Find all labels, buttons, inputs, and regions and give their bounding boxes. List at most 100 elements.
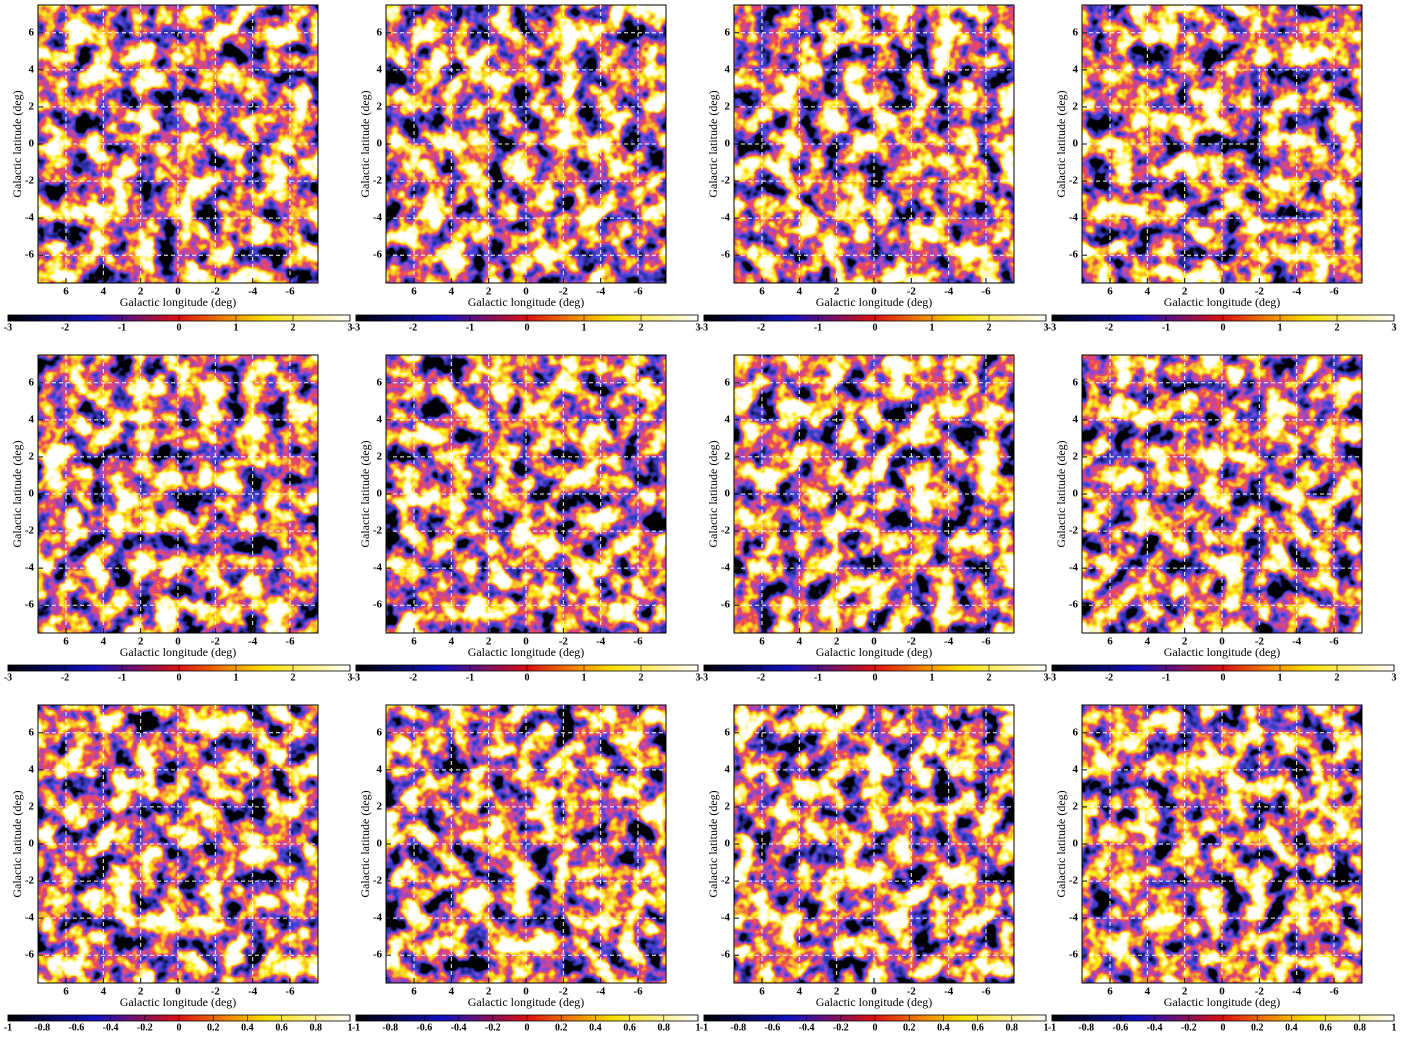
y-tick-label: -2 — [25, 525, 35, 537]
x-tick-label: -4 — [944, 286, 954, 298]
y-tick-label: -6 — [1069, 949, 1079, 961]
y-tick-label: -2 — [721, 175, 731, 187]
y-axis-label: Galactic latitude (deg) — [10, 440, 24, 547]
colorbar-tick-label: 3 — [1392, 672, 1397, 683]
y-tick-label: -2 — [1069, 875, 1079, 887]
x-tick-label: -6 — [981, 636, 991, 648]
colorbar-tick-label: 1 — [930, 322, 935, 333]
y-tick-label: 0 — [1073, 138, 1079, 150]
y-axis-label: Galactic latitude (deg) — [706, 440, 720, 547]
y-tick-label: -2 — [373, 525, 383, 537]
y-tick-label: 2 — [1073, 450, 1079, 462]
colorbar-tick-label: -2 — [1105, 322, 1113, 333]
colorbar-tick-label: -1 — [118, 322, 126, 333]
y-tick-label: 6 — [1073, 376, 1079, 388]
y-axis-label: Galactic latitude (deg) — [1054, 790, 1068, 897]
colorbar-tick-label: 0 — [525, 1022, 530, 1033]
colorbar-tick-label: -1 — [118, 672, 126, 683]
colorbar-tick-label: -0.6 — [1112, 1022, 1128, 1033]
y-tick-label: -4 — [25, 212, 35, 224]
colorbar-tick-label: 0.4 — [937, 1022, 950, 1033]
x-tick-label: 0 — [523, 986, 529, 998]
colorbar-tick-label: 3 — [1044, 322, 1049, 333]
colorbar-tick-label: 0.8 — [658, 1022, 671, 1033]
x-tick-label: -4 — [248, 636, 258, 648]
y-tick-label: -6 — [721, 949, 731, 961]
y-axis-label: Galactic latitude (deg) — [1054, 90, 1068, 197]
colorbar-tick-label: -1 — [700, 1022, 708, 1033]
y-tick-label: 4 — [725, 763, 731, 775]
y-tick-label: -4 — [721, 912, 731, 924]
colorbar-tick-label: 1 — [1392, 1022, 1397, 1033]
colorbar-tick-label: 0.6 — [275, 1022, 288, 1033]
colorbar-tick-label: -1 — [1162, 322, 1170, 333]
colorbar-tick-label: -0.2 — [833, 1022, 849, 1033]
x-tick-label: 6 — [63, 636, 69, 648]
x-tick-label: 2 — [1182, 986, 1188, 998]
colorbar-tick-label: 2 — [291, 322, 296, 333]
panel: 6 4 2 0 -2 -4 -6 -6 -4 -2 0 2 4 6 Galactic longitude (… — [4, 354, 353, 683]
y-tick-label: 4 — [1073, 63, 1079, 75]
x-axis-label: Galactic longitude (deg) — [468, 645, 585, 659]
colorbar-tick-label: 3 — [348, 672, 353, 683]
y-tick-label: 6 — [29, 376, 35, 388]
x-tick-label: 2 — [138, 986, 144, 998]
y-tick-label: -2 — [721, 875, 731, 887]
y-tick-label: 2 — [29, 450, 35, 462]
colorbar-tick-label: 0.2 — [1251, 1022, 1264, 1033]
x-tick-label: -6 — [285, 286, 295, 298]
colorbar-tick-label: 3 — [696, 672, 701, 683]
x-tick-label: 6 — [759, 986, 765, 998]
y-tick-label: 4 — [1073, 413, 1079, 425]
colorbar-tick-label: -2 — [757, 322, 765, 333]
x-tick-label: 4 — [1145, 286, 1151, 298]
y-tick-label: 2 — [1073, 100, 1079, 112]
x-tick-label: 0 — [523, 636, 529, 648]
x-tick-label: 2 — [834, 986, 840, 998]
y-tick-label: 6 — [29, 726, 35, 738]
y-tick-label: 4 — [377, 763, 383, 775]
x-tick-label: -2 — [907, 986, 917, 998]
colorbar-tick-label: -2 — [757, 672, 765, 683]
colorbar-tick-label: -3 — [700, 672, 708, 683]
x-tick-label: 4 — [1145, 986, 1151, 998]
colorbar-tick-label: 0 — [873, 1022, 878, 1033]
x-tick-label: 6 — [1107, 286, 1113, 298]
x-tick-label: 6 — [1107, 986, 1113, 998]
x-tick-label: -6 — [981, 286, 991, 298]
y-tick-label: 0 — [29, 488, 35, 500]
x-axis-label: Galactic longitude (deg) — [468, 295, 585, 309]
colorbar-tick-label: 1 — [582, 322, 587, 333]
x-tick-label: 4 — [797, 986, 803, 998]
y-tick-label: 4 — [377, 63, 383, 75]
colorbar-tick-label: -1 — [466, 672, 474, 683]
x-tick-label: 0 — [871, 636, 877, 648]
colorbar-tick-label: 1 — [234, 322, 239, 333]
x-axis-label: Galactic longitude (deg) — [1164, 995, 1281, 1009]
x-tick-label: 2 — [834, 636, 840, 648]
colorbar-tick-label: 2 — [987, 672, 992, 683]
y-tick-label: -2 — [721, 525, 731, 537]
panel: 6 4 2 0 -2 -4 -6 -6 -4 -2 0 2 4 6 Galactic longitude (… — [1048, 4, 1397, 333]
colorbar-tick-label: -0.8 — [34, 1022, 50, 1033]
y-tick-label: 6 — [377, 26, 383, 38]
y-tick-label: 2 — [377, 100, 383, 112]
panel: 6 4 2 0 -2 -4 -6 -6 -4 -2 0 2 4 6 Galactic longitude (… — [4, 4, 353, 333]
colorbar-tick-label: 1 — [1278, 322, 1283, 333]
x-tick-label: 4 — [449, 286, 455, 298]
colorbar-tick-label: -2 — [409, 672, 417, 683]
y-tick-label: 0 — [377, 138, 383, 150]
x-tick-label: -2 — [907, 286, 917, 298]
y-tick-label: -4 — [373, 912, 383, 924]
x-tick-label: -4 — [596, 986, 606, 998]
x-tick-label: 2 — [486, 636, 492, 648]
colorbar-tick-label: 0.4 — [1285, 1022, 1298, 1033]
x-tick-label: -2 — [211, 286, 221, 298]
y-tick-label: 0 — [725, 138, 731, 150]
colorbar-tick-label: 0 — [525, 322, 530, 333]
colorbar-tick-label: 1 — [1278, 672, 1283, 683]
y-tick-label: -6 — [25, 599, 35, 611]
x-tick-label: -4 — [1292, 286, 1302, 298]
x-tick-label: 6 — [759, 636, 765, 648]
x-tick-label: -2 — [1255, 286, 1265, 298]
